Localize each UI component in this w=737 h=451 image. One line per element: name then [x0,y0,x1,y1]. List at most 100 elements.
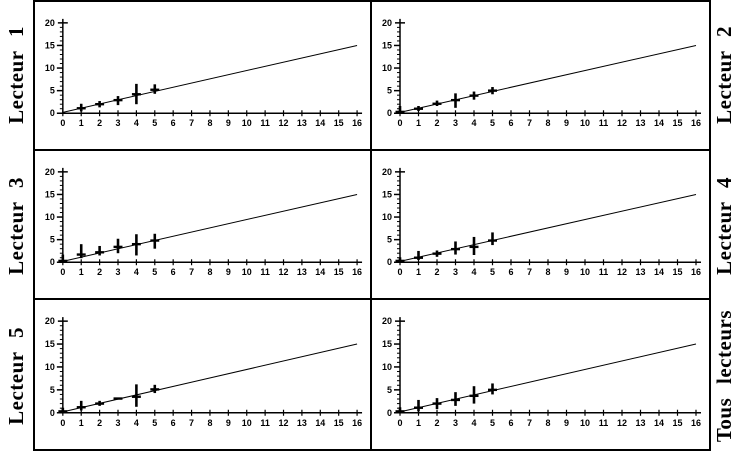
svg-text:6: 6 [171,267,176,277]
svg-text:10: 10 [45,212,55,222]
svg-text:4: 4 [134,267,139,277]
svg-text:7: 7 [527,267,532,277]
svg-text:5: 5 [387,235,392,245]
svg-text:15: 15 [672,267,682,277]
svg-text:5: 5 [490,267,495,277]
svg-text:20: 20 [45,167,55,177]
svg-text:6: 6 [171,118,176,128]
svg-text:0: 0 [387,108,392,118]
svg-text:10: 10 [45,63,55,73]
svg-text:1: 1 [416,118,421,128]
svg-text:0: 0 [60,267,65,277]
row-label-text: Tous lecteurs [711,309,736,442]
svg-text:0: 0 [50,408,55,418]
svg-text:5: 5 [152,118,157,128]
svg-text:6: 6 [508,267,513,277]
svg-text:13: 13 [297,118,307,128]
svg-text:11: 11 [599,118,609,128]
svg-text:8: 8 [207,267,212,277]
cell-lecteur-5: 0 5 10 15 20 0 1 2 3 4 5 6 7 8 9 10 11 12 13 14 15 16 [35,300,372,449]
svg-text:1: 1 [79,267,84,277]
svg-text:9: 9 [226,267,231,277]
svg-text:2: 2 [97,267,102,277]
svg-text:2: 2 [97,418,102,428]
svg-text:11: 11 [260,418,269,428]
svg-text:10: 10 [45,362,55,372]
row-label-lecteur-3: Lecteur 3 [0,150,33,300]
svg-text:15: 15 [334,267,344,277]
svg-text:10: 10 [580,118,590,128]
svg-text:15: 15 [45,339,55,349]
svg-text:15: 15 [382,189,392,199]
svg-text:8: 8 [545,267,550,277]
svg-text:14: 14 [654,267,664,277]
svg-text:9: 9 [226,418,231,428]
svg-text:11: 11 [260,118,269,128]
svg-text:14: 14 [654,418,664,428]
svg-text:0: 0 [50,257,55,267]
row-label-text: Lecteur 5 [4,326,28,425]
cell-lecteur-1: 0 5 10 15 20 0 1 2 3 4 5 6 7 8 9 10 11 12 13 14 15 16 [35,2,372,151]
svg-text:1: 1 [416,418,421,428]
svg-text:12: 12 [617,267,627,277]
svg-text:6: 6 [508,118,513,128]
svg-text:5: 5 [50,385,55,395]
svg-text:1: 1 [416,267,421,277]
svg-text:14: 14 [315,118,325,128]
svg-text:15: 15 [382,40,392,50]
svg-text:0: 0 [387,257,392,267]
svg-text:2: 2 [435,418,440,428]
svg-text:16: 16 [352,267,362,277]
svg-text:0: 0 [60,118,65,128]
svg-text:3: 3 [453,118,458,128]
left-label-gutter: Lecteur 1 Lecteur 3 Lecteur 5 [0,0,33,451]
svg-text:5: 5 [387,86,392,96]
row-label-lecteur-5: Lecteur 5 [0,301,33,451]
svg-text:13: 13 [297,418,307,428]
row-label-text: Lecteur 1 [4,26,28,125]
svg-text:7: 7 [189,118,194,128]
svg-text:5: 5 [387,385,392,395]
svg-text:15: 15 [673,418,683,428]
svg-text:10: 10 [382,63,392,73]
row-label-tous-lecteurs: Tous lecteurs [711,301,737,451]
svg-text:16: 16 [352,418,362,428]
svg-text:7: 7 [527,118,532,128]
svg-text:7: 7 [189,418,194,428]
svg-text:4: 4 [472,418,477,428]
svg-text:13: 13 [636,418,646,428]
svg-text:5: 5 [490,118,495,128]
svg-text:9: 9 [564,418,569,428]
svg-text:10: 10 [242,118,252,128]
svg-text:8: 8 [546,418,551,428]
svg-text:16: 16 [352,118,362,128]
row-label-lecteur-2: Lecteur 2 [711,0,737,150]
svg-text:14: 14 [654,118,664,128]
svg-text:10: 10 [382,212,392,222]
svg-text:3: 3 [116,118,121,128]
svg-text:15: 15 [672,118,682,128]
svg-text:3: 3 [453,418,458,428]
svg-text:9: 9 [564,118,569,128]
svg-text:15: 15 [334,118,344,128]
svg-text:10: 10 [242,267,252,277]
svg-text:20: 20 [382,316,392,326]
svg-text:8: 8 [207,418,212,428]
svg-text:9: 9 [226,118,231,128]
svg-text:16: 16 [691,418,701,428]
svg-text:7: 7 [527,418,532,428]
svg-text:12: 12 [617,118,627,128]
svg-text:14: 14 [315,267,325,277]
row-label-text: Lecteur 4 [711,176,736,275]
svg-text:1: 1 [79,118,84,128]
svg-text:6: 6 [171,418,176,428]
svg-text:4: 4 [134,418,139,428]
svg-text:11: 11 [260,267,269,277]
